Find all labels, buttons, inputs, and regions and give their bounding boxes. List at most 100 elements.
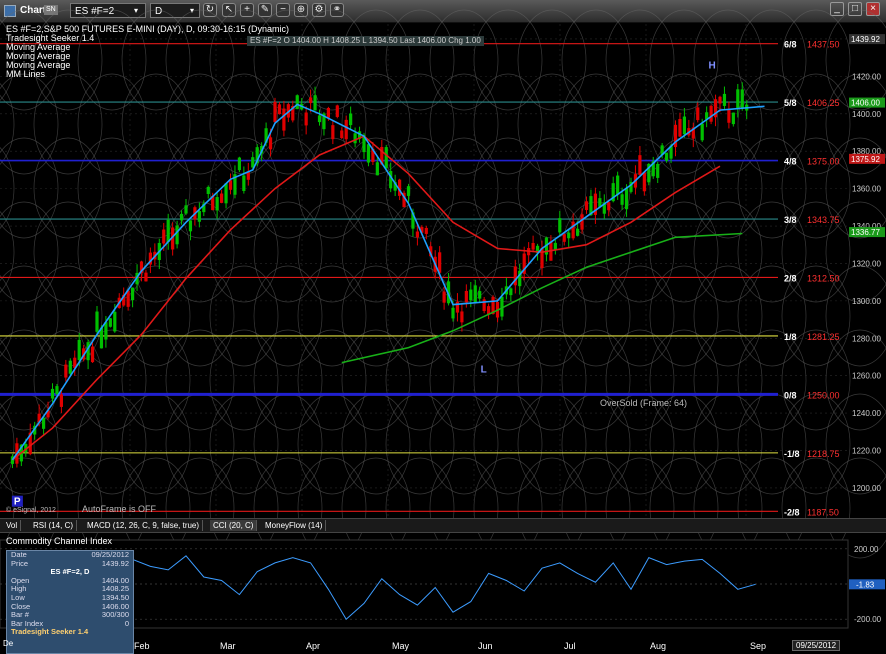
zoom-in-icon[interactable]: ⊕ <box>294 3 308 17</box>
candle-body <box>237 157 241 171</box>
pattern-ellipse <box>253 265 323 367</box>
mm-line-price: 1218.75 <box>807 449 840 459</box>
pattern-ellipse <box>33 265 103 367</box>
pattern-ellipse <box>517 9 587 111</box>
axis-price-tag-bg <box>849 97 885 108</box>
pattern-ellipse <box>209 329 279 431</box>
pattern-ellipse <box>297 201 367 303</box>
pattern-ellipse <box>253 137 323 239</box>
pattern-ellipse <box>209 137 279 239</box>
dw-date-row: Date 09/25/2012 <box>11 550 129 559</box>
pattern-ellipse <box>649 201 719 303</box>
pattern-ellipse <box>33 9 103 111</box>
pattern-ellipse <box>0 403 15 485</box>
tab-macd[interactable]: MACD (12, 26, C, 9, false, true) <box>84 520 204 531</box>
candle-body <box>95 311 99 332</box>
draw-tool-icon[interactable]: ✎ <box>258 3 272 17</box>
y-tick-label: 1280.00 <box>852 334 881 343</box>
y-tick-label: 1340.00 <box>852 222 881 231</box>
axis-price-tag: 1375.92 <box>851 155 880 164</box>
close-button[interactable]: × <box>866 2 880 16</box>
pattern-ellipse <box>781 393 851 495</box>
candle-body <box>42 417 46 429</box>
candle-body <box>331 125 335 140</box>
candle-body <box>344 119 348 140</box>
properties-icon[interactable]: ⚙ <box>312 3 326 17</box>
symbol-dropdown-icon[interactable]: ▾ <box>134 6 139 15</box>
mm-line-label: 6/8 <box>784 40 797 50</box>
candle-body <box>562 234 566 242</box>
pattern-overlay <box>0 9 886 559</box>
pattern-ellipse <box>0 201 59 303</box>
y-tick-label: 1200.00 <box>852 484 881 493</box>
candle-body <box>64 364 68 378</box>
candle-body <box>184 205 188 214</box>
pattern-ellipse <box>649 73 719 175</box>
candle-body <box>705 112 709 120</box>
pattern-ellipse <box>737 73 807 175</box>
candle-body <box>366 144 371 163</box>
candle-body <box>620 194 624 205</box>
pattern-ellipse <box>77 265 147 367</box>
chart-annotation: © eSignal, 2012 <box>6 506 56 514</box>
candle-body <box>37 413 41 423</box>
pattern-ellipse <box>825 457 886 559</box>
pattern-ellipse <box>385 329 455 431</box>
tab-moneyflow[interactable]: MoneyFlow (14) <box>262 520 327 531</box>
pattern-ellipse <box>297 265 367 367</box>
candle-body <box>420 226 424 233</box>
x-tick-label: Aug <box>650 641 666 651</box>
candle-body <box>99 327 104 349</box>
pattern-ellipse <box>385 137 455 239</box>
pattern-ellipse <box>77 137 147 239</box>
cursor-icon[interactable]: ↖ <box>222 3 236 17</box>
candle-body <box>33 425 37 435</box>
candle-body <box>68 360 72 374</box>
candle-body <box>144 272 148 282</box>
x-tick-label: Feb <box>134 641 150 651</box>
minimize-button[interactable]: _ <box>830 2 844 16</box>
pattern-ellipse <box>693 329 763 431</box>
pattern-ellipse <box>0 211 15 293</box>
y-tick-label: 1420.00 <box>852 72 881 81</box>
tab-rsi[interactable]: RSI (14, C) <box>30 520 78 531</box>
y-grid: 1200.00 1220.00 1240.00 1260.00 1280.00 1300.… <box>0 35 881 493</box>
pattern-ellipse <box>165 265 235 367</box>
candle-body <box>464 290 468 303</box>
candle-body <box>197 211 201 222</box>
y-tick-label: 1300.00 <box>852 297 881 306</box>
pattern-ellipse <box>341 201 411 303</box>
candle-body <box>309 97 313 104</box>
pattern-ellipse <box>517 329 587 431</box>
x-tick-label: Jul <box>564 641 576 651</box>
legend-item: Moving Average <box>6 42 71 52</box>
candle-body <box>126 290 130 307</box>
axis-price-tag-bg <box>849 34 885 45</box>
interval-dropdown-icon[interactable]: ▾ <box>190 6 195 15</box>
chart-legend: ES #F=2,S&P 500 FUTURES E-MINI (DAY), D,… <box>6 25 289 79</box>
tab-vol[interactable]: Vol <box>3 520 22 531</box>
pattern-ellipse <box>77 73 147 175</box>
maximize-button[interactable]: □ <box>848 2 862 16</box>
pattern-ellipse <box>0 339 15 421</box>
candle-body <box>513 266 517 286</box>
candle-body <box>206 186 210 194</box>
pattern-ellipse <box>429 329 499 431</box>
pattern-ellipse <box>429 137 499 239</box>
candle-body <box>535 245 540 254</box>
mm-line-price: 1250.00 <box>807 390 840 400</box>
axis-price-tag: 1336.77 <box>851 228 880 237</box>
window-title: Chart <box>20 5 47 16</box>
candle-body <box>50 388 55 399</box>
candle-body <box>442 291 446 303</box>
pattern-ellipse <box>429 73 499 175</box>
mm-line-price: 1375.00 <box>807 157 840 167</box>
legend-item: Tradesight Seeker 1.4 <box>6 33 95 43</box>
candle-body <box>691 127 695 139</box>
candle-body <box>86 342 90 361</box>
candle-body <box>624 187 629 210</box>
pattern-ellipse <box>781 329 851 431</box>
pattern-ellipse <box>253 201 323 303</box>
tab-cci[interactable]: CCI (20, C) <box>210 520 258 531</box>
